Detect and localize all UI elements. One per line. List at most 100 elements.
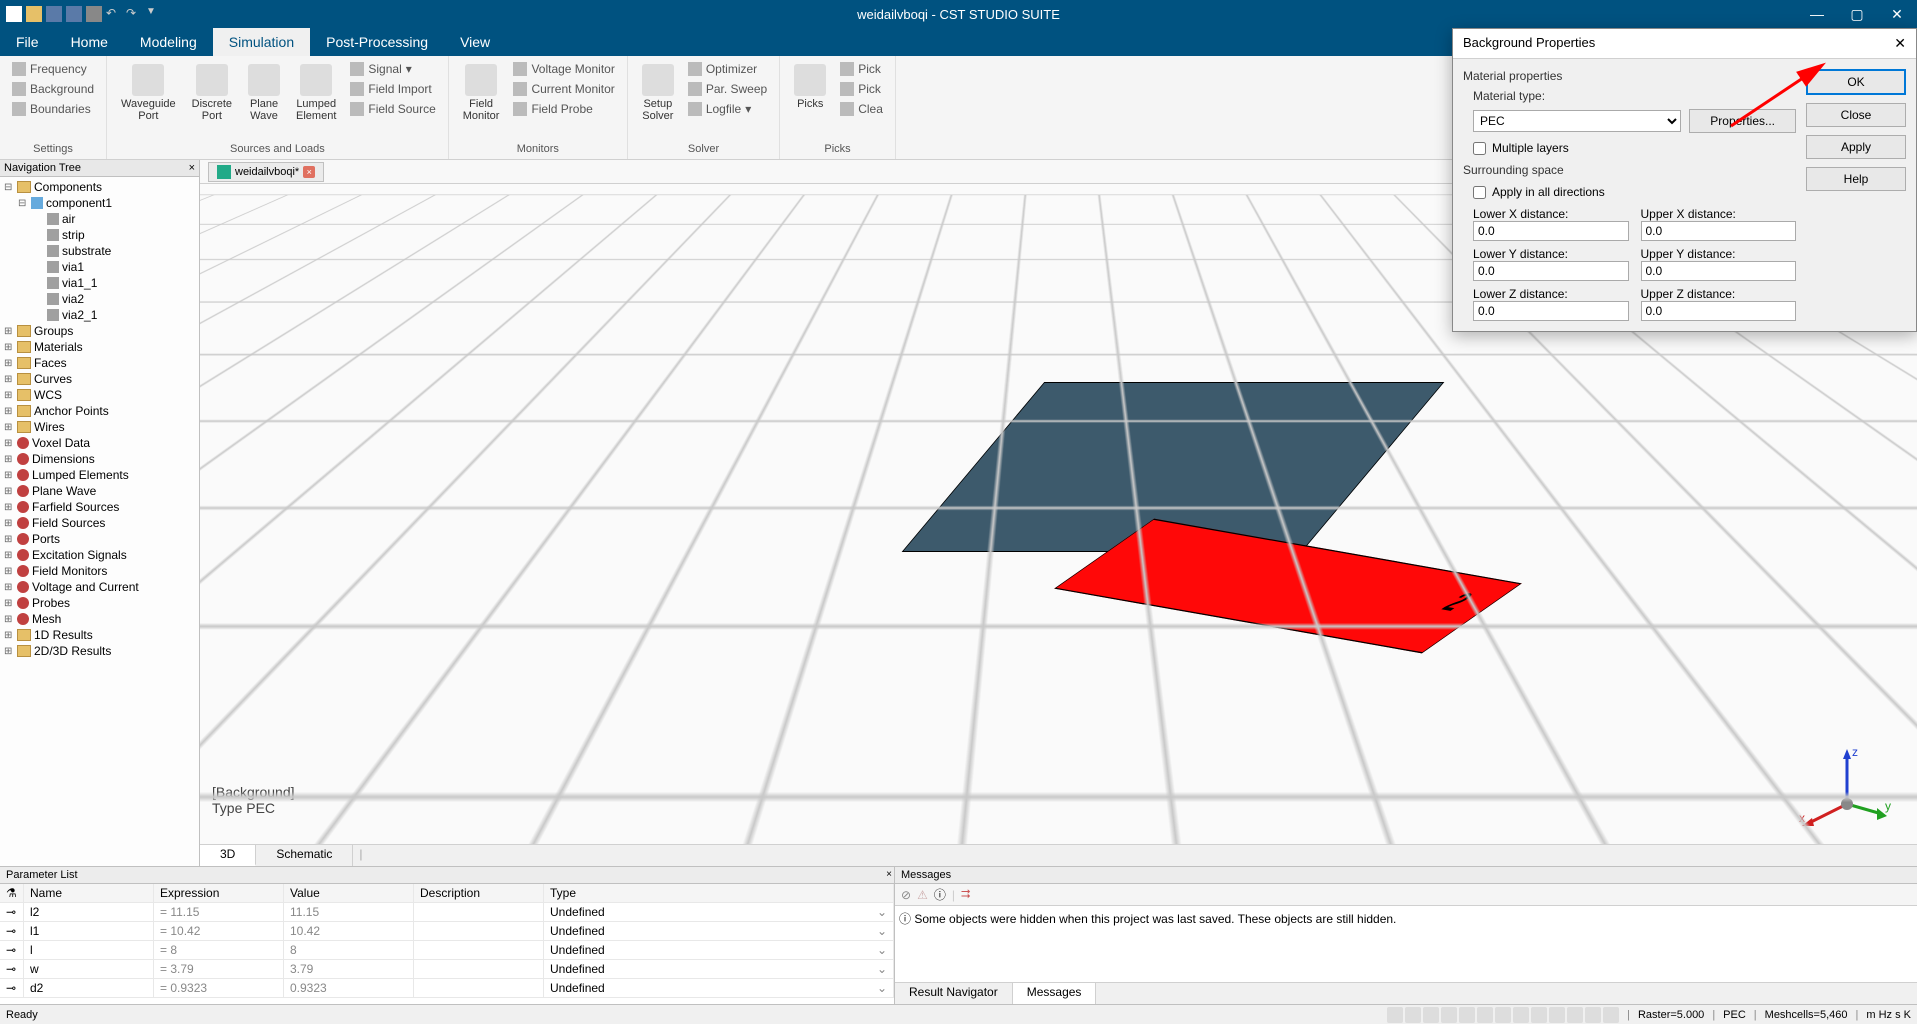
filter-icon[interactable]: ⚗ bbox=[0, 884, 24, 902]
saveall-icon[interactable] bbox=[66, 6, 82, 22]
tree-node[interactable]: via1 bbox=[2, 259, 197, 275]
ok-button[interactable]: OK bbox=[1806, 69, 1906, 95]
tree-node[interactable]: ⊞Anchor Points bbox=[2, 403, 197, 419]
dialog-titlebar[interactable]: Background Properties ✕ bbox=[1453, 29, 1916, 59]
logfile-button[interactable]: Logfile ▾ bbox=[684, 100, 771, 118]
voltage-monitor-button[interactable]: Voltage Monitor bbox=[509, 60, 618, 78]
doc-tab-close-icon[interactable]: × bbox=[303, 166, 315, 178]
tree-node[interactable]: via1_1 bbox=[2, 275, 197, 291]
status-icon-5[interactable] bbox=[1459, 1007, 1475, 1023]
print-icon[interactable] bbox=[86, 6, 102, 22]
menu-modeling[interactable]: Modeling bbox=[124, 28, 213, 56]
menu-view[interactable]: View bbox=[444, 28, 506, 56]
distance-input[interactable] bbox=[1473, 221, 1629, 241]
tree-node[interactable]: substrate bbox=[2, 243, 197, 259]
clear-button[interactable]: Clea bbox=[836, 100, 887, 118]
tree-node[interactable]: ⊞WCS bbox=[2, 387, 197, 403]
field-import-button[interactable]: Field Import bbox=[346, 80, 439, 98]
status-icon-8[interactable] bbox=[1513, 1007, 1529, 1023]
picks-button[interactable]: Picks bbox=[788, 60, 832, 114]
new-icon[interactable] bbox=[6, 6, 22, 22]
save-icon[interactable] bbox=[46, 6, 62, 22]
distance-input[interactable] bbox=[1641, 221, 1797, 241]
tree-node[interactable]: ⊟component1 bbox=[2, 195, 197, 211]
tree-node[interactable]: strip bbox=[2, 227, 197, 243]
open-icon[interactable] bbox=[26, 6, 42, 22]
param-row[interactable]: ⊸l1= 10.4210.42Undefined ⌄ bbox=[0, 922, 894, 941]
maximize-button[interactable]: ▢ bbox=[1837, 0, 1877, 28]
param-close-icon[interactable]: × bbox=[886, 869, 892, 880]
tree-node[interactable]: ⊞Excitation Signals bbox=[2, 547, 197, 563]
material-type-select[interactable]: PEC bbox=[1473, 110, 1681, 132]
menu-home[interactable]: Home bbox=[55, 28, 124, 56]
status-icon-1[interactable] bbox=[1387, 1007, 1403, 1023]
tree-node[interactable]: ⊞Probes bbox=[2, 595, 197, 611]
boundaries-button[interactable]: Boundaries bbox=[8, 100, 98, 118]
status-icon-13[interactable] bbox=[1603, 1007, 1619, 1023]
tree-node[interactable]: ⊟Components bbox=[2, 179, 197, 195]
tab-result-navigator[interactable]: Result Navigator bbox=[895, 983, 1013, 1004]
menu-file[interactable]: File bbox=[0, 28, 55, 56]
minimize-button[interactable]: — bbox=[1797, 0, 1837, 28]
menu-post-processing[interactable]: Post-Processing bbox=[310, 28, 444, 56]
tree-node[interactable]: ⊞Field Sources bbox=[2, 515, 197, 531]
field-probe-button[interactable]: Field Probe bbox=[509, 100, 618, 118]
tree-node[interactable]: ⊞Voxel Data bbox=[2, 435, 197, 451]
status-icon-11[interactable] bbox=[1567, 1007, 1583, 1023]
multiple-layers-checkbox[interactable]: Multiple layers bbox=[1473, 141, 1796, 155]
apply-all-checkbox[interactable]: Apply in all directions bbox=[1473, 185, 1796, 199]
tree-node[interactable]: ⊞Wires bbox=[2, 419, 197, 435]
discrete-port-button[interactable]: Discrete Port bbox=[186, 60, 238, 126]
tab-messages[interactable]: Messages bbox=[1013, 983, 1097, 1004]
tree-node[interactable]: ⊞Faces bbox=[2, 355, 197, 371]
lumped-element-button[interactable]: Lumped Element bbox=[290, 60, 342, 126]
pick1-button[interactable]: Pick bbox=[836, 60, 887, 78]
nav-tree-body[interactable]: ⊟Components⊟component1airstripsubstratev… bbox=[0, 177, 199, 866]
tree-node[interactable]: ⊞Farfield Sources bbox=[2, 499, 197, 515]
document-tab[interactable]: weidailvboqi* × bbox=[208, 162, 324, 182]
par-sweep-button[interactable]: Par. Sweep bbox=[684, 80, 771, 98]
close-button[interactable]: ✕ bbox=[1877, 0, 1917, 28]
status-icon-7[interactable] bbox=[1495, 1007, 1511, 1023]
tree-node[interactable]: ⊞Voltage and Current bbox=[2, 579, 197, 595]
param-row[interactable]: ⊸w= 3.793.79Undefined ⌄ bbox=[0, 960, 894, 979]
tree-node[interactable]: air bbox=[2, 211, 197, 227]
dialog-close-icon[interactable]: ✕ bbox=[1894, 35, 1906, 52]
field-monitor-button[interactable]: Field Monitor bbox=[457, 60, 506, 126]
distance-input[interactable] bbox=[1473, 261, 1629, 281]
distance-input[interactable] bbox=[1641, 261, 1797, 281]
tree-node[interactable]: ⊞Dimensions bbox=[2, 451, 197, 467]
redo-icon[interactable]: ↷ bbox=[126, 6, 142, 22]
status-icon-3[interactable] bbox=[1423, 1007, 1439, 1023]
tree-node[interactable]: via2 bbox=[2, 291, 197, 307]
msg-warn-icon[interactable]: ⚠ bbox=[917, 888, 928, 902]
status-icon-2[interactable] bbox=[1405, 1007, 1421, 1023]
view-tab-schematic[interactable]: Schematic bbox=[256, 845, 353, 866]
param-row[interactable]: ⊸l2= 11.1511.15Undefined ⌄ bbox=[0, 903, 894, 922]
tree-node[interactable]: ⊞Groups bbox=[2, 323, 197, 339]
undo-icon[interactable]: ↶ bbox=[106, 6, 122, 22]
msg-info-icon[interactable]: ⓘ bbox=[934, 886, 946, 903]
tree-node[interactable]: ⊞Ports bbox=[2, 531, 197, 547]
tree-node[interactable]: ⊞Field Monitors bbox=[2, 563, 197, 579]
help-button[interactable]: Help bbox=[1806, 167, 1906, 191]
nav-tree-close-icon[interactable]: × bbox=[189, 162, 195, 174]
setup-solver-button[interactable]: Setup Solver bbox=[636, 60, 680, 126]
background-button[interactable]: Background bbox=[8, 80, 98, 98]
status-icon-9[interactable] bbox=[1531, 1007, 1547, 1023]
distance-input[interactable] bbox=[1641, 301, 1797, 321]
properties-button[interactable]: Properties... bbox=[1689, 109, 1796, 133]
status-icon-6[interactable] bbox=[1477, 1007, 1493, 1023]
field-source-button[interactable]: Field Source bbox=[346, 100, 439, 118]
plane-wave-button[interactable]: Plane Wave bbox=[242, 60, 286, 126]
status-icon-4[interactable] bbox=[1441, 1007, 1457, 1023]
optimizer-button[interactable]: Optimizer bbox=[684, 60, 771, 78]
status-icon-12[interactable] bbox=[1585, 1007, 1601, 1023]
tree-node[interactable]: ⊞Materials bbox=[2, 339, 197, 355]
tree-node[interactable]: ⊞2D/3D Results bbox=[2, 643, 197, 659]
distance-input[interactable] bbox=[1473, 301, 1629, 321]
tree-node[interactable]: ⊞Lumped Elements bbox=[2, 467, 197, 483]
axis-gizmo[interactable]: z x y bbox=[1797, 744, 1897, 834]
tree-node[interactable]: via2_1 bbox=[2, 307, 197, 323]
msg-list-icon[interactable]: ⮆ bbox=[961, 887, 971, 902]
